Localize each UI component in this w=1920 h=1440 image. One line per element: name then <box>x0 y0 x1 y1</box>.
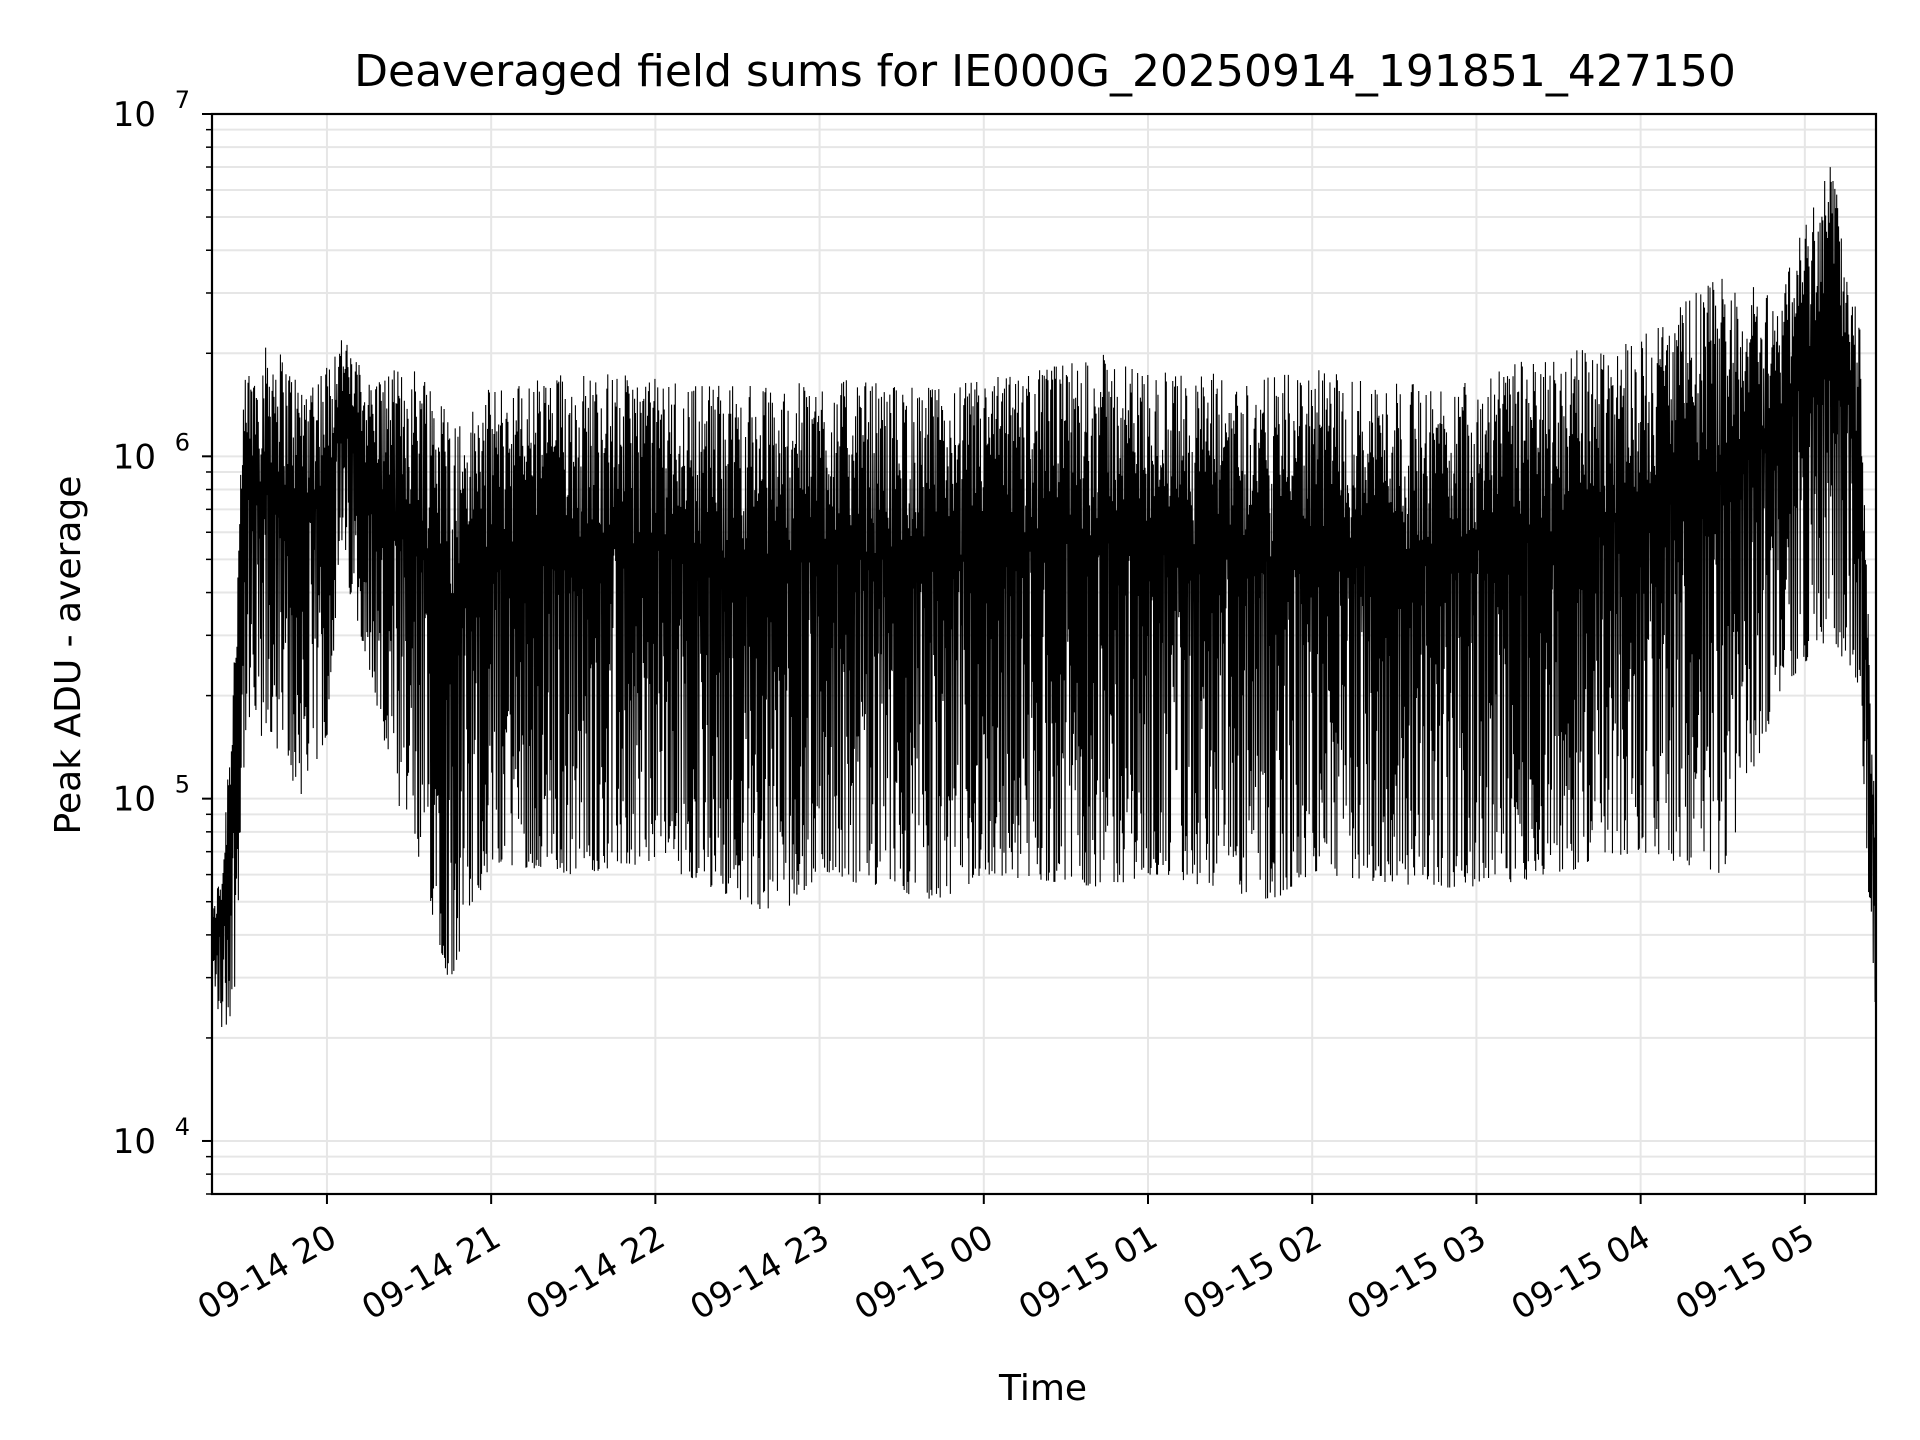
y-tick-exponent: 7 <box>175 86 190 114</box>
x-axis-label: Time <box>998 1368 1087 1409</box>
y-tick-label: 10 <box>113 95 156 135</box>
y-tick-label: 10 <box>113 1122 156 1162</box>
y-tick-exponent: 4 <box>175 1113 190 1141</box>
axes-frame <box>210 112 1878 1196</box>
y-tick-exponent: 6 <box>175 428 190 456</box>
chart-title: Deaveraged field sums for IE000G_2025091… <box>354 46 1736 97</box>
y-tick-label: 10 <box>113 437 156 477</box>
y-tick-exponent: 5 <box>175 771 190 799</box>
y-axis-label: Peak ADU - average <box>48 476 89 835</box>
data-series-line <box>211 167 1877 1028</box>
y-tick-label: 10 <box>113 780 156 820</box>
